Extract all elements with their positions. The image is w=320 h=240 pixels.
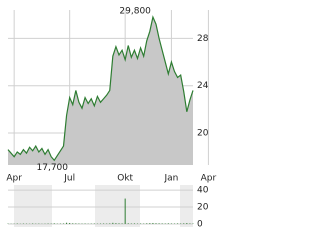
volume-bar <box>16 223 18 224</box>
volume-bar <box>167 223 169 224</box>
price-line <box>7 15 194 162</box>
y-tick-label: 0 <box>197 220 203 230</box>
period-band <box>95 185 140 227</box>
volume-bar <box>115 223 117 224</box>
x-tick-label: Jul <box>63 174 75 184</box>
volume-bar <box>112 222 114 224</box>
volume-bar <box>164 223 166 224</box>
value-label: 17,700 <box>37 163 69 173</box>
volume-bar <box>133 223 135 224</box>
volume-bar <box>158 223 160 224</box>
volume-bar <box>75 223 77 224</box>
stock-chart: 20 24 28 Apr Jul Okt Jan Apr 17,700 29,800 0 20 40 <box>6 7 217 230</box>
volume-bar <box>66 222 68 224</box>
x-tick-label: Apr <box>6 174 22 184</box>
period-band <box>180 185 193 227</box>
volume-bar <box>130 223 132 224</box>
volume-bar <box>69 222 71 224</box>
volume-bar <box>118 223 120 224</box>
volume-bar <box>192 223 194 224</box>
volume-bar <box>63 223 64 224</box>
volume-bar <box>93 223 95 224</box>
volume-bar <box>53 223 55 224</box>
volume-bar <box>84 223 86 224</box>
y-tick-label: 20 <box>197 203 209 213</box>
volume-bar <box>161 223 163 224</box>
volume-bar <box>140 223 142 224</box>
volume-bar <box>78 223 80 224</box>
volume-bar <box>186 223 188 224</box>
volume-bar <box>180 223 182 224</box>
volume-bar <box>146 223 148 224</box>
y-tick-label: 24 <box>197 81 209 91</box>
y-tick-label: 40 <box>197 186 209 196</box>
volume-bar <box>177 223 179 224</box>
volume-bar <box>121 223 123 224</box>
x-tick-label: Okt <box>117 174 133 184</box>
value-label: 29,800 <box>119 7 151 17</box>
period-band <box>14 185 52 227</box>
volume-bar <box>72 223 74 224</box>
volume-bar <box>109 223 111 224</box>
volume-bar <box>170 223 172 224</box>
y-tick-label: 20 <box>197 129 209 139</box>
volume-bar <box>124 198 126 224</box>
y-tick-label: 28 <box>197 34 209 44</box>
volume-bar <box>103 223 105 224</box>
volume-bar <box>152 222 154 224</box>
volume-bar <box>32 223 34 224</box>
volume-bar <box>183 223 185 224</box>
x-tick-label: Apr <box>201 174 217 184</box>
area-fill <box>8 17 193 165</box>
volume-bar <box>47 223 49 224</box>
volume-bar <box>189 223 191 224</box>
volume-bar <box>127 223 129 224</box>
volume-bar <box>155 223 157 224</box>
x-tick-label: Jan <box>163 174 178 184</box>
volume-bar <box>149 223 151 224</box>
